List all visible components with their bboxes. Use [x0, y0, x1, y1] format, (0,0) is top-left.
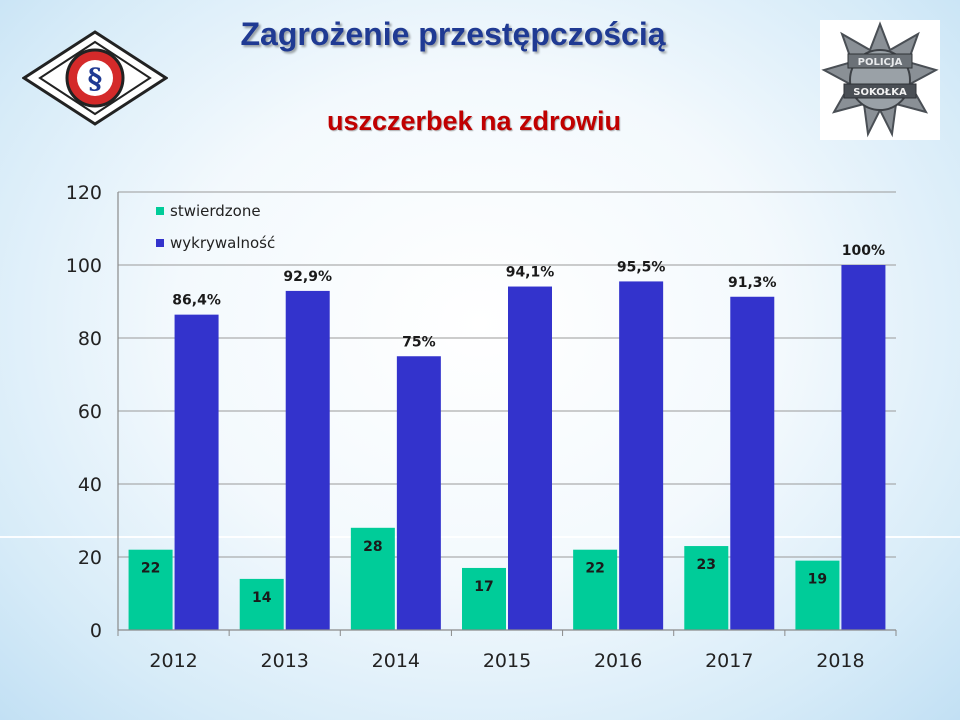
badge-text-bottom: SOKOŁKA	[853, 87, 907, 98]
bar-wykrywalnosc	[508, 286, 552, 630]
legend-label: wykrywalność	[170, 234, 275, 252]
y-tick-label: 20	[78, 547, 102, 569]
legend-swatch	[156, 239, 164, 247]
background-divider-line	[0, 536, 960, 538]
data-label-wykrywalnosc: 95,5%	[617, 259, 666, 275]
bar-wykrywalnosc	[174, 314, 219, 630]
data-label-wykrywalnosc: 92,9%	[283, 269, 332, 285]
y-tick-label: 40	[78, 474, 102, 496]
data-label-stwierdzone: 22	[141, 561, 160, 577]
data-label-stwierdzone: 22	[585, 561, 604, 577]
police-star-badge-icon: POLICJA SOKOŁKA	[820, 20, 940, 140]
chart-legend: stwierdzone wykrywalność	[156, 202, 275, 252]
bar-wykrywalnosc	[285, 290, 330, 630]
x-tick-label: 2017	[705, 650, 753, 672]
x-tick-label: 2016	[594, 650, 642, 672]
bar-wykrywalnosc	[841, 265, 886, 630]
bar-wykrywalnosc	[396, 356, 441, 630]
slide-title: Zagrożenie przestępczością	[240, 16, 666, 52]
bar-wykrywalnosc	[730, 296, 775, 630]
bar-stwierdzone	[128, 549, 173, 630]
legend-label: stwierdzone	[170, 202, 261, 220]
chart-bars	[128, 265, 886, 630]
data-label-wykrywalnosc: 75%	[402, 334, 436, 350]
y-tick-label: 120	[66, 182, 102, 204]
chart-data-labels: 22 86,4% 14 92,9% 28 75% 17 94,1% 22 95,5% 23 91,3%…	[141, 243, 885, 606]
data-label-stwierdzone: 19	[808, 572, 827, 588]
bar-stwierdzone	[350, 527, 395, 630]
x-tick-label: 2015	[483, 650, 531, 672]
y-tick-label: 60	[78, 401, 102, 423]
data-label-wykrywalnosc: 91,3%	[728, 275, 777, 291]
slide-subtitle: uszczerbek na zdrowiu	[326, 106, 622, 136]
bar-stwierdzone	[462, 567, 506, 630]
bar-stwierdzone	[573, 549, 618, 630]
data-label-stwierdzone: 28	[363, 539, 382, 555]
paragraph-diamond-logo-icon: §	[22, 30, 168, 126]
y-tick-label: 100	[66, 255, 102, 277]
y-tick-label: 0	[90, 620, 102, 642]
data-label-wykrywalnosc: 94,1%	[506, 265, 555, 281]
bar-wykrywalnosc	[619, 281, 664, 630]
data-label-stwierdzone: 14	[252, 590, 272, 606]
data-label-stwierdzone: 17	[474, 579, 493, 595]
y-tick-label: 80	[78, 328, 102, 350]
bar-stwierdzone	[239, 578, 284, 630]
bar-stwierdzone	[795, 560, 840, 630]
bar-stwierdzone	[684, 546, 729, 630]
data-label-wykrywalnosc: 86,4%	[172, 293, 221, 309]
badge-text-top: POLICJA	[858, 57, 903, 68]
x-tick-label: 2013	[261, 650, 309, 672]
paragraph-symbol: §	[88, 62, 103, 95]
x-tick-label: 2014	[372, 650, 420, 672]
x-tick-label: 2012	[149, 650, 197, 672]
x-tick-label: 2018	[816, 650, 864, 672]
chart-axes: 0 20 40 60 80 100 120 2012 2013 2014 2015 2016 2017 2…	[66, 182, 897, 672]
legend-swatch	[156, 207, 164, 215]
data-label-stwierdzone: 23	[697, 557, 716, 573]
data-label-wykrywalnosc: 100%	[842, 243, 885, 259]
